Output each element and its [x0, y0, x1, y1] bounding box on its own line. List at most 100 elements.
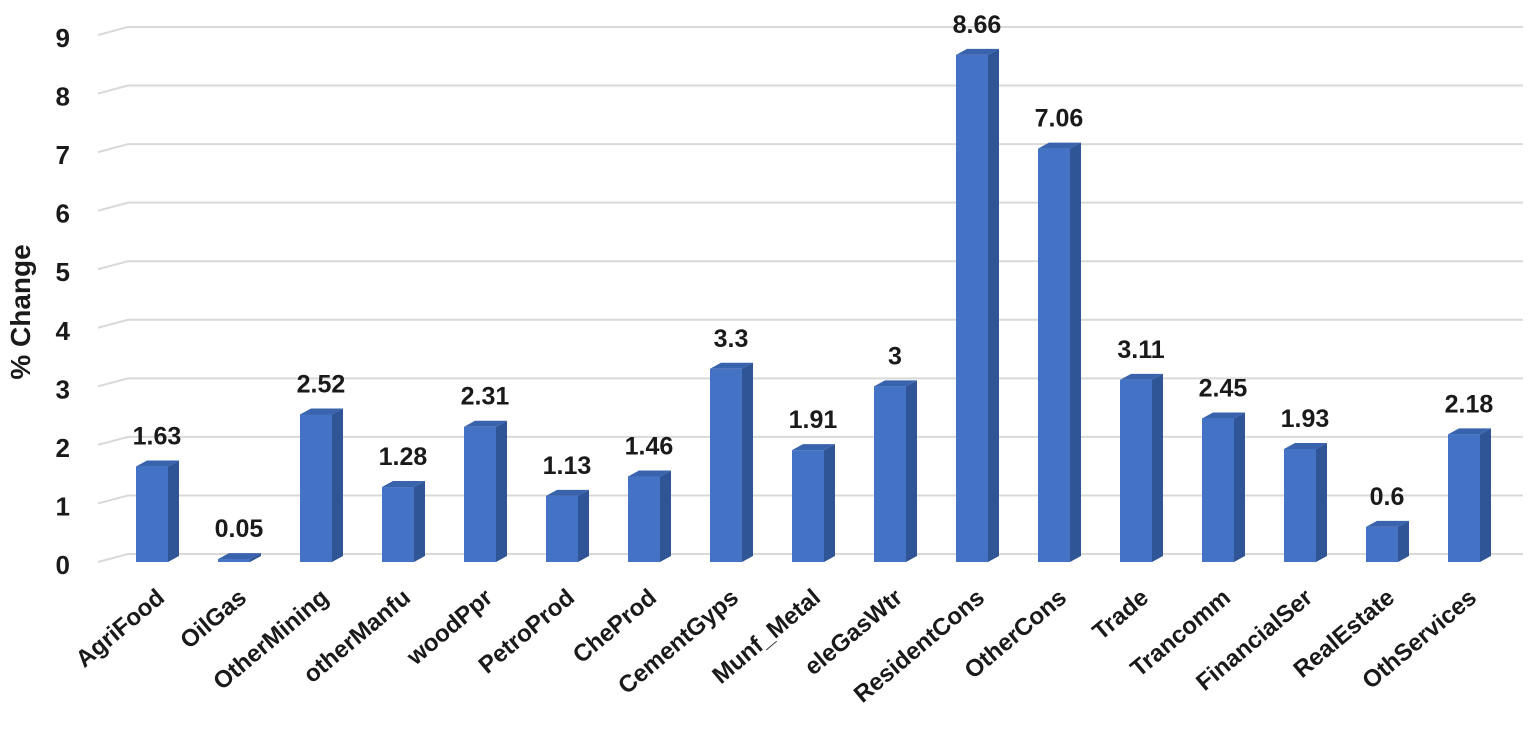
bar-side	[1070, 142, 1081, 562]
bar-front	[1448, 434, 1480, 562]
data-label: 0.05	[215, 515, 264, 543]
bar-side	[168, 460, 179, 562]
bar-top	[1202, 412, 1245, 419]
bar-side	[660, 470, 671, 562]
data-label: 3.11	[1117, 336, 1164, 364]
y-tick-label: 7	[56, 140, 70, 170]
bar-top	[1284, 442, 1327, 449]
bar-OtherMining	[300, 408, 343, 562]
bar-side	[578, 489, 589, 562]
bar-side	[414, 481, 425, 562]
data-label: 2.31	[461, 383, 510, 411]
bar-front	[1202, 418, 1234, 562]
x-tick-label: Trade	[1087, 584, 1153, 646]
y-tick-label: 6	[56, 199, 70, 229]
bar-top	[136, 460, 179, 467]
bar-side	[1480, 428, 1491, 562]
bar-top	[710, 362, 753, 369]
bar-front	[710, 368, 742, 562]
bar-top	[546, 489, 589, 496]
bar-FinancialSer	[1284, 442, 1327, 562]
data-label: 2.18	[1445, 390, 1494, 418]
grid-layer	[97, 26, 1523, 563]
gridline	[97, 260, 1523, 271]
bar-side	[824, 444, 835, 562]
y-tick-label: 1	[56, 491, 70, 521]
bar-front	[1366, 526, 1398, 562]
gridline	[97, 318, 1523, 329]
data-label: 0.6	[1370, 483, 1405, 511]
bar-top	[874, 380, 917, 387]
bar-front	[1284, 448, 1316, 562]
bar-top	[956, 48, 999, 55]
bar-top	[1038, 142, 1081, 149]
y-tick-label: 8	[56, 82, 70, 112]
bar-CheProd	[628, 470, 671, 562]
bar-RealEstate	[1366, 520, 1409, 562]
data-labels: 1.63 0.05 2.52 1.28 2.31 1.13 1.46 3.3 1.91 3 8.66…	[133, 11, 1494, 543]
data-label: 7.06	[1035, 105, 1084, 133]
bars	[136, 48, 1491, 563]
bar-top	[1366, 520, 1409, 527]
bar-side	[496, 420, 507, 562]
data-label: 2.52	[297, 370, 346, 398]
data-label: 8.66	[953, 11, 1002, 39]
bar-top	[1120, 373, 1163, 380]
bar-Munf_Metal	[792, 444, 835, 562]
bar-side	[1398, 520, 1409, 562]
y-axis-ticks: 0 1 2 3 4 5 6 7 8 9	[56, 23, 71, 580]
gridline	[97, 84, 1523, 95]
bar-side	[1234, 412, 1245, 562]
bar-AgriFood	[136, 460, 179, 562]
bar-PetroProd	[546, 489, 589, 562]
x-axis-categories: AgriFood OilGasOtherMiningotherManfuwoodP…	[71, 584, 1482, 708]
y-tick-label: 3	[56, 374, 70, 404]
data-label: 1.63	[133, 423, 182, 451]
bar-Trancomm	[1202, 412, 1245, 562]
bar-ResidentCons	[956, 48, 999, 563]
bar-front	[464, 426, 496, 562]
x-tick-label: OilGas	[175, 584, 252, 654]
bar-otherManfu	[382, 481, 425, 562]
data-label: 1.93	[1281, 405, 1330, 433]
bar-front	[1120, 379, 1152, 562]
bar-CementGyps	[710, 362, 753, 562]
y-tick-label: 0	[56, 550, 70, 580]
y-tick-label: 2	[56, 433, 70, 463]
data-label: 3.3	[714, 325, 749, 353]
bar-front	[628, 476, 660, 562]
data-label: 3	[888, 342, 902, 370]
bar-woodPpr	[464, 420, 507, 562]
bar-eleGasWtr	[874, 380, 917, 562]
data-label: 1.91	[789, 406, 838, 434]
bar-top	[464, 420, 507, 427]
bar-front	[218, 559, 250, 562]
bar-side	[250, 553, 261, 562]
bar-front	[300, 414, 332, 562]
bar-OilGas	[218, 553, 261, 562]
bar-front	[874, 386, 906, 562]
bar-front	[792, 450, 824, 562]
bar-side	[1316, 442, 1327, 562]
gridline	[97, 201, 1523, 212]
data-label: 1.13	[543, 452, 592, 480]
bar-front	[1038, 148, 1070, 562]
bar-OtherCons	[1038, 142, 1081, 562]
bar-side	[906, 380, 917, 562]
bar-OthServices	[1448, 428, 1491, 562]
bar-top	[382, 481, 425, 488]
bar-top	[218, 553, 261, 560]
bar-top	[628, 470, 671, 477]
gridline	[97, 143, 1523, 154]
bar-front	[136, 466, 168, 562]
y-tick-label: 5	[56, 257, 70, 287]
bar-front	[956, 54, 988, 563]
data-label: 1.28	[379, 443, 428, 471]
bar-top	[300, 408, 343, 415]
y-tick-label: 9	[56, 23, 70, 53]
bar-side	[332, 408, 343, 562]
bar-top	[792, 444, 835, 451]
gridline	[97, 26, 1523, 36]
